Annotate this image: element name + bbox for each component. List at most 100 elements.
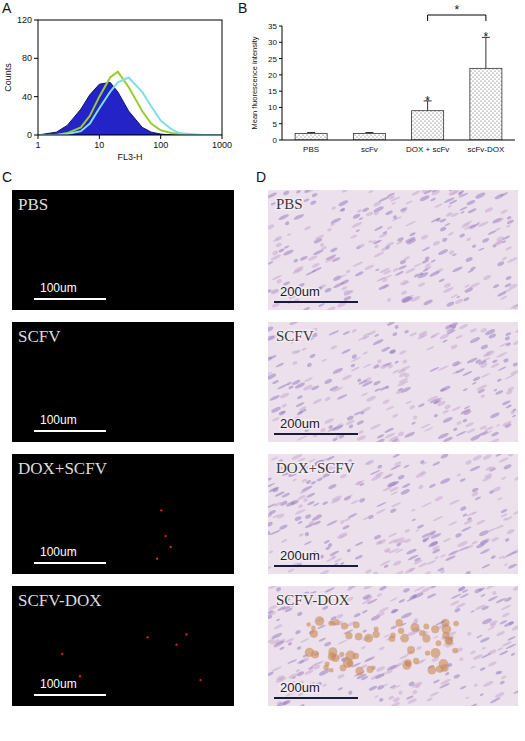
tissue-texture xyxy=(378,697,384,702)
tissue-texture xyxy=(430,197,437,202)
tissue-texture xyxy=(483,680,494,688)
tissue-texture xyxy=(342,330,350,335)
tissue-texture xyxy=(462,370,472,376)
histogram-line xyxy=(38,72,222,135)
image-bg xyxy=(268,586,518,706)
tissue-texture xyxy=(421,534,427,539)
tissue-texture xyxy=(454,298,463,305)
tissue-texture xyxy=(289,318,301,326)
tissue-texture xyxy=(508,563,518,570)
tissue-texture xyxy=(312,398,322,405)
tissue-texture xyxy=(339,208,345,212)
tissue-texture xyxy=(479,537,490,545)
tissue-texture xyxy=(499,342,508,347)
tissue-texture xyxy=(304,531,310,536)
stained-area xyxy=(323,665,328,670)
tissue-texture xyxy=(447,231,454,236)
tissue-texture xyxy=(422,461,428,465)
tissue-texture xyxy=(277,383,288,390)
tissue-texture xyxy=(465,256,473,263)
tissue-texture xyxy=(471,487,479,493)
fluorescent-spot xyxy=(199,679,201,681)
tissue-texture xyxy=(480,636,491,643)
tissue-texture xyxy=(383,634,390,638)
tissue-texture xyxy=(503,517,508,521)
tissue-texture xyxy=(434,203,443,209)
panel-letter: A xyxy=(2,0,12,16)
tissue-texture xyxy=(505,246,513,251)
tissue-texture xyxy=(266,671,274,677)
tissue-texture xyxy=(306,362,312,368)
x-tick-label: 10 xyxy=(94,140,104,150)
figure: ABCD040801201101001000FL3-HCounts0510152… xyxy=(0,0,525,741)
tissue-texture xyxy=(432,461,440,467)
tissue-texture xyxy=(279,524,288,531)
x-tick-label: 1 xyxy=(35,140,40,150)
tissue-texture xyxy=(500,192,508,197)
tissue-texture xyxy=(485,350,496,358)
tissue-texture xyxy=(364,656,375,663)
image-panel: SCFV200um xyxy=(263,318,523,445)
image-label: SCFV-DOX xyxy=(18,591,101,610)
tissue-texture xyxy=(276,700,288,708)
tissue-texture xyxy=(497,647,503,652)
tissue-texture xyxy=(418,282,426,288)
tissue-texture xyxy=(386,320,395,326)
tissue-texture xyxy=(288,672,298,679)
tissue-texture xyxy=(393,560,402,567)
image-label: PBS xyxy=(18,195,48,214)
tissue-texture xyxy=(404,528,410,533)
tissue-texture xyxy=(466,199,476,206)
tissue-texture xyxy=(415,529,419,532)
tissue-texture xyxy=(512,302,523,310)
tissue-texture xyxy=(397,380,409,388)
tissue-texture xyxy=(400,279,409,286)
tissue-texture xyxy=(299,255,308,261)
scale-bar xyxy=(274,433,358,435)
tissue-texture xyxy=(417,271,429,279)
tissue-texture xyxy=(452,266,464,274)
tissue-texture xyxy=(504,336,510,341)
tissue-texture xyxy=(292,478,297,482)
tissue-texture xyxy=(336,531,348,539)
tissue-texture xyxy=(496,240,503,244)
tissue-texture xyxy=(506,216,511,221)
tissue-texture xyxy=(266,638,275,644)
stained-area xyxy=(423,623,429,629)
tissue-texture xyxy=(361,392,369,397)
tissue-texture xyxy=(430,334,437,339)
tissue-texture xyxy=(374,388,381,393)
scale-bar-label: 200um xyxy=(280,284,320,299)
tissue-texture xyxy=(388,538,398,545)
y-tick xyxy=(279,74,282,75)
tissue-texture xyxy=(265,521,273,528)
tissue-texture xyxy=(362,629,367,633)
tissue-texture xyxy=(491,431,500,437)
tissue-texture xyxy=(311,192,318,198)
tissue-texture xyxy=(375,540,382,546)
tissue-texture xyxy=(373,200,382,207)
tissue-texture xyxy=(437,432,449,440)
tissue-texture xyxy=(455,532,463,538)
tissue-texture xyxy=(501,476,507,480)
tissue-texture xyxy=(294,508,306,515)
tissue-texture xyxy=(272,379,280,384)
tissue-texture xyxy=(421,501,432,508)
tissue-texture xyxy=(496,351,508,358)
stained-area xyxy=(453,621,459,627)
tissue-texture xyxy=(420,470,426,474)
stained-area xyxy=(436,640,442,646)
scale-bar-label: 100um xyxy=(40,545,77,559)
tissue-texture xyxy=(510,410,515,415)
tissue-texture xyxy=(443,282,451,289)
tissue-texture xyxy=(388,695,395,701)
image-bg xyxy=(12,586,234,706)
tissue-texture xyxy=(429,691,439,697)
tissue-texture xyxy=(434,556,439,560)
tissue-texture xyxy=(378,283,389,290)
tissue-texture xyxy=(480,344,488,351)
tissue-texture xyxy=(350,363,356,368)
tissue-texture xyxy=(421,259,429,265)
tissue-texture xyxy=(398,598,405,603)
tissue-texture xyxy=(426,593,436,600)
